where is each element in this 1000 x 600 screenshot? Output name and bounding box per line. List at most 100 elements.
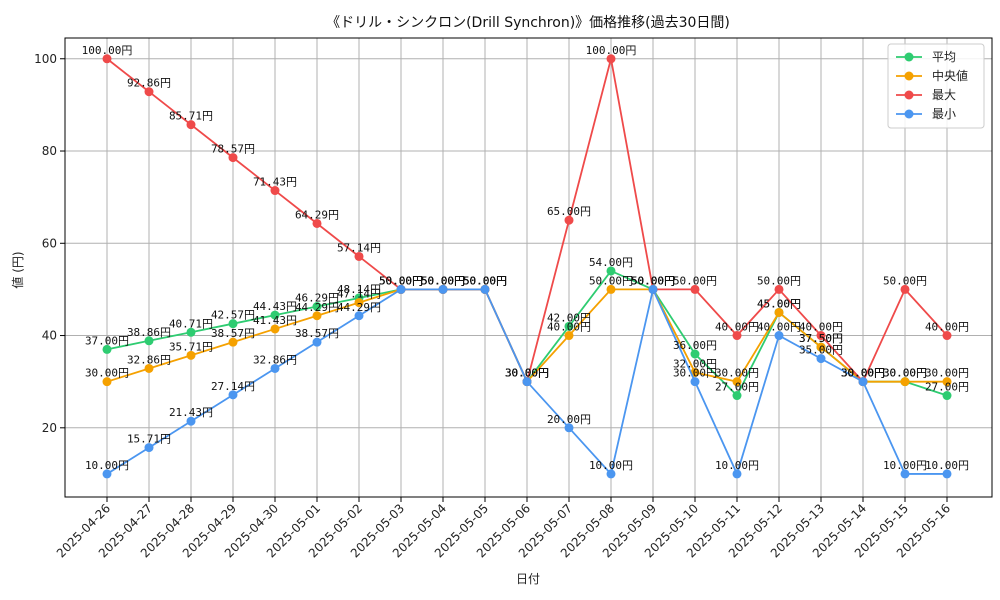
legend-swatch-marker (904, 90, 914, 100)
data-point (648, 284, 658, 294)
data-point (186, 350, 196, 360)
data-label: 27.14円 (211, 380, 255, 393)
data-label: 32.86円 (127, 353, 171, 366)
data-label: 40.00円 (799, 321, 843, 334)
data-label: 50.00円 (463, 274, 507, 287)
data-label: 42.57円 (211, 309, 255, 322)
legend-item: 中央値 (896, 68, 968, 83)
data-label: 47.14円 (337, 288, 381, 301)
data-point (732, 469, 742, 479)
data-point (900, 469, 910, 479)
data-point (606, 284, 616, 294)
legend-item: 平均 (896, 50, 956, 64)
data-label: 40.00円 (715, 321, 759, 334)
data-label: 44.29円 (295, 301, 339, 314)
data-label: 45.00円 (757, 297, 801, 310)
data-label: 10.00円 (715, 459, 759, 472)
data-label: 30.00円 (505, 367, 549, 380)
y-tick-label: 40 (42, 329, 57, 343)
data-point (606, 469, 616, 479)
data-label: 41.43円 (253, 314, 297, 327)
data-label: 100.00円 (82, 44, 133, 57)
plot-area-frame (64, 37, 993, 498)
data-label: 37.50円 (799, 332, 843, 345)
data-label: 40.00円 (547, 321, 591, 334)
data-point (690, 377, 700, 387)
data-point (228, 337, 238, 347)
data-point (312, 302, 322, 312)
data-label: 30.00円 (673, 367, 717, 380)
data-label: 30.00円 (841, 367, 885, 380)
data-label: 50.00円 (379, 274, 423, 287)
data-point (942, 377, 952, 387)
data-point (522, 377, 532, 387)
legend-item: 最大 (896, 88, 956, 102)
data-point (270, 186, 280, 196)
legend-box (887, 43, 985, 129)
y-axis-title: 値 (円) (10, 251, 25, 288)
data-point (354, 298, 364, 308)
data-label: 10.00円 (589, 459, 633, 472)
data-label: 44.43円 (253, 300, 297, 313)
data-label: 50.00円 (883, 274, 927, 287)
data-point (186, 416, 196, 426)
x-axis-title: 日付 (516, 572, 540, 586)
legend-swatch-marker (904, 52, 914, 62)
chart-title: 《ドリル・シンクロン(Drill Synchron)》価格推移(過去30日間) (326, 15, 730, 31)
data-label: 71.43円 (253, 176, 297, 189)
legend-item: 最小 (896, 107, 956, 121)
data-point (816, 354, 826, 364)
data-label: 78.57円 (211, 143, 255, 156)
series-lines (102, 54, 952, 479)
data-label: 38.57円 (211, 327, 255, 340)
legend-swatch-marker (904, 109, 914, 119)
data-label: 46.29円 (295, 292, 339, 305)
data-label: 45.00円 (757, 297, 801, 310)
data-label: 92.86円 (127, 77, 171, 90)
data-point (564, 423, 574, 433)
data-label: 65.00円 (547, 205, 591, 218)
data-label: 50.00円 (379, 274, 423, 287)
data-label: 37.00円 (85, 334, 129, 347)
data-label: 50.00円 (631, 274, 675, 287)
data-label: 35.00円 (799, 344, 843, 357)
data-label: 30.00円 (925, 367, 969, 380)
data-point (354, 251, 364, 261)
data-point (312, 218, 322, 228)
data-point (900, 377, 910, 387)
data-label: 50.00円 (631, 274, 675, 287)
data-label: 20.00円 (547, 413, 591, 426)
data-point (564, 215, 574, 225)
data-point (102, 469, 112, 479)
data-label: 30.00円 (85, 367, 129, 380)
series-3 (102, 284, 952, 479)
data-label: 27.00円 (925, 381, 969, 394)
data-label: 50.00円 (589, 274, 633, 287)
data-point (690, 284, 700, 294)
y-tick-label: 80 (42, 144, 57, 158)
data-label: 42.00円 (547, 311, 591, 324)
data-point (396, 284, 406, 294)
data-point (606, 266, 616, 276)
data-point (438, 284, 448, 294)
data-label: 50.00円 (631, 274, 675, 287)
data-point (228, 390, 238, 400)
data-point (732, 377, 742, 387)
legend-label: 中央値 (932, 68, 968, 83)
data-point (942, 469, 952, 479)
data-label: 32.00円 (673, 357, 717, 370)
data-label: 21.43円 (169, 406, 213, 419)
data-point (816, 342, 826, 352)
data-point (690, 349, 700, 359)
data-label: 30.00円 (841, 367, 885, 380)
data-label: 48.14円 (337, 283, 381, 296)
data-point (564, 321, 574, 331)
data-label: 50.00円 (379, 274, 423, 287)
data-label: 100.00円 (586, 44, 637, 57)
data-label: 40.00円 (757, 321, 801, 334)
data-label: 50.00円 (757, 274, 801, 287)
data-label: 50.00円 (421, 274, 465, 287)
data-label: 50.00円 (379, 274, 423, 287)
